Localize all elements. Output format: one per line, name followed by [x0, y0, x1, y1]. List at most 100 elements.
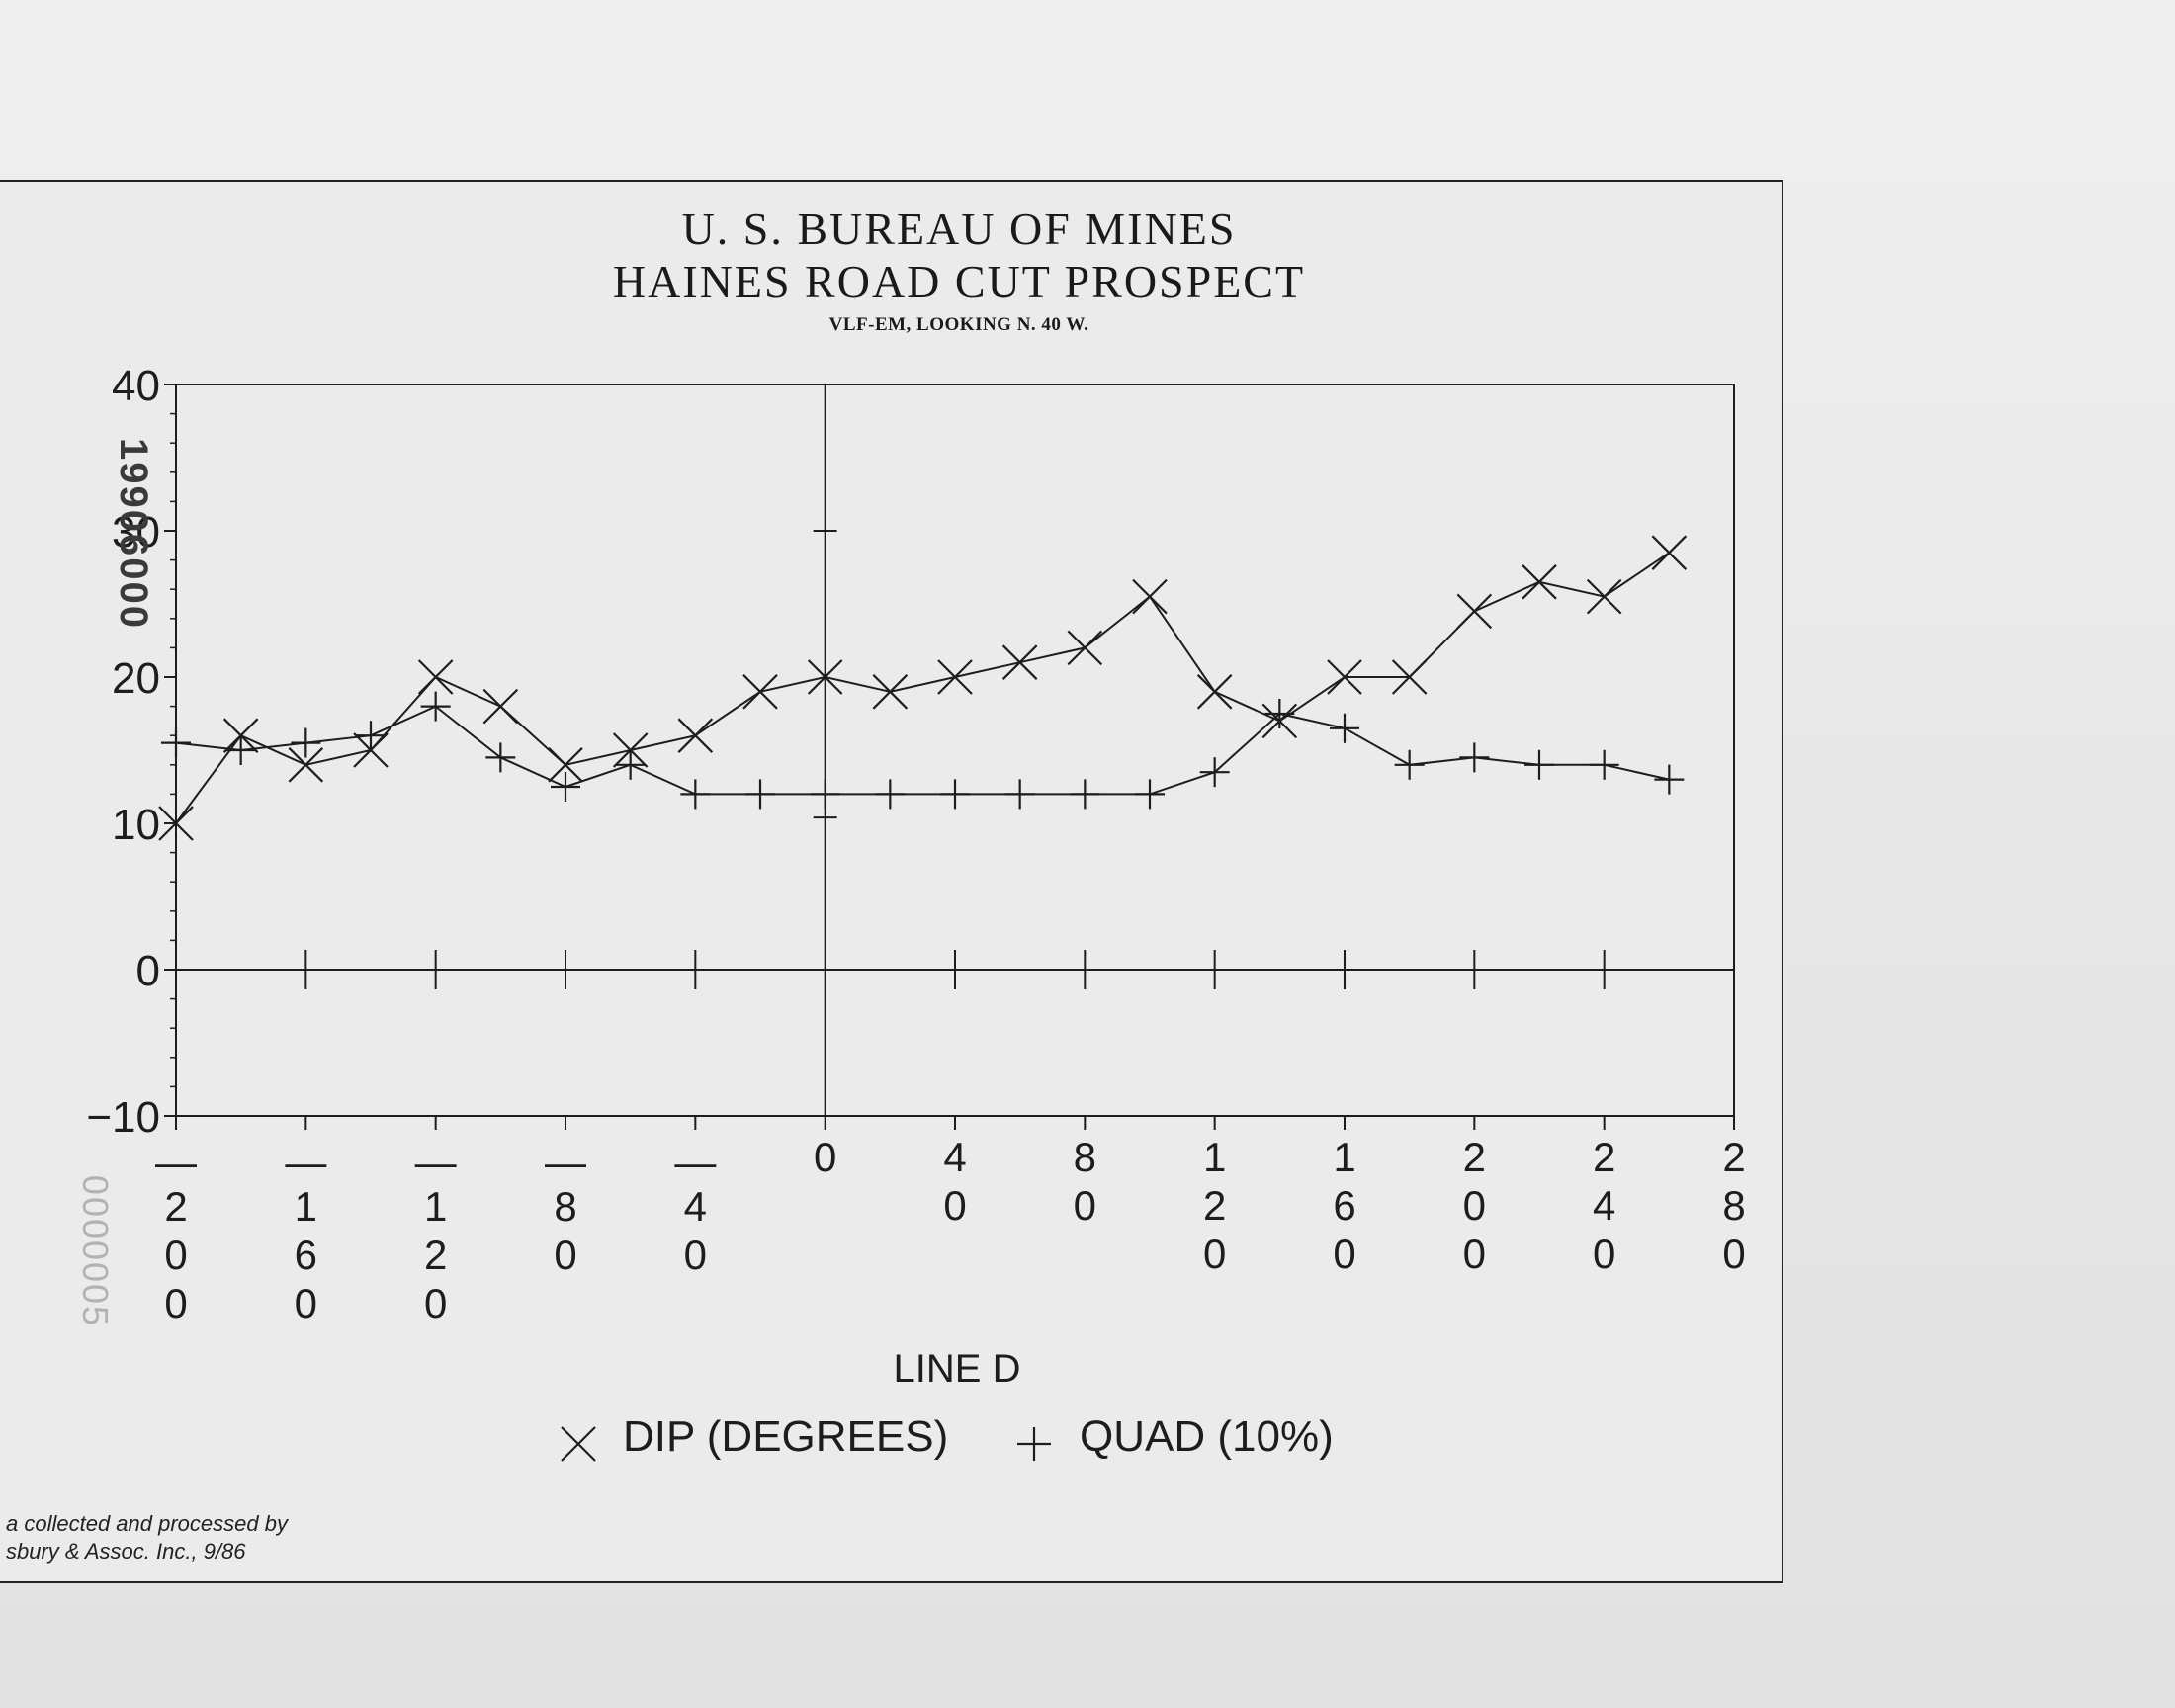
quad-point-marker [1459, 742, 1490, 773]
chart-legend: DIP (DEGREES) QUAD (10%) [561, 1412, 1334, 1462]
legend-dip-marker [561, 1426, 596, 1462]
chart-subtitle: VLF-EM, LOOKING N. 40 W. [828, 314, 1089, 335]
quad-point-marker [225, 735, 256, 765]
dip-point-marker [1196, 674, 1233, 710]
x-tick-label-char: 0 [1463, 1231, 1486, 1277]
dip-point-marker [548, 747, 583, 783]
quad-point-marker [1199, 757, 1230, 788]
x-axis-label: LINE D [894, 1347, 1021, 1391]
x-tick-label-char: 4 [1593, 1182, 1615, 1229]
dip-point-marker [742, 674, 778, 710]
x-tick-label-char: 0 [164, 1280, 187, 1326]
quad-point-marker [485, 742, 516, 773]
x-axis-ticks: —200—160—120—80—400 4080120160200240280LI… [155, 950, 1746, 1391]
credit-line-1: a collected and processed by [6, 1511, 288, 1536]
quad-point-marker [615, 749, 646, 780]
dip-point-marker [1067, 630, 1103, 666]
legend-quad-label: QUAD (10%) [1080, 1412, 1334, 1461]
legend-dip-label: DIP (DEGREES) [623, 1412, 948, 1461]
chart-title-line2: HAINES ROAD CUT PROSPECT [612, 256, 1306, 306]
x-tick-label-char: 0 [1463, 1182, 1486, 1229]
archive-stamp-top: 19906000 [112, 438, 155, 630]
quad-point-marker [291, 727, 321, 758]
quad-point-marker [1135, 779, 1165, 810]
y-tick-label: 0 [136, 947, 160, 995]
x-tick-label-char: 8 [1722, 1182, 1745, 1229]
x-tick-label-char: 0 [1074, 1182, 1096, 1229]
x-tick-label-char: 2 [1203, 1182, 1226, 1229]
data-credit: a collected and processed by sbury & Ass… [6, 1510, 288, 1566]
dip-point-marker [872, 674, 909, 710]
y-tick-label: 20 [112, 654, 160, 703]
x-tick-label-char: — [285, 1139, 326, 1185]
legend-quad-marker [1017, 1427, 1051, 1461]
x-tick-label-char: 2 [1463, 1134, 1486, 1180]
x-tick-label-char: 0 [1722, 1231, 1745, 1277]
quad-point-marker [1004, 779, 1035, 810]
series-layer [158, 535, 1688, 841]
x-tick-label-char: 4 [943, 1134, 966, 1180]
chart-axes [175, 384, 1735, 1117]
quad-series-line [175, 705, 1670, 796]
x-tick-label-char: 1 [1203, 1134, 1226, 1180]
dip-series-line [175, 552, 1670, 824]
quad-point-marker [356, 721, 386, 751]
quad-point-marker [1589, 749, 1619, 780]
dip-point-marker [1522, 564, 1557, 600]
x-tick-label-char: 1 [295, 1183, 317, 1230]
chart-frame [0, 180, 1784, 1583]
x-tick-label-char: 0 [424, 1280, 447, 1326]
archive-stamp-left: 0000005 [75, 1175, 116, 1327]
dip-point-marker [158, 806, 194, 841]
y-tick-label: −10 [86, 1093, 160, 1142]
y-tick-label: 10 [112, 801, 160, 849]
x-tick-label-char: — [545, 1139, 586, 1185]
x-tick-label-char: 2 [424, 1232, 447, 1278]
dip-point-marker [1001, 644, 1038, 680]
x-tick-label-char: 6 [1333, 1182, 1355, 1229]
quad-point-marker [1654, 764, 1685, 795]
dip-point-marker [1132, 578, 1168, 615]
quad-point-marker [745, 779, 775, 810]
x-tick-label-char: 4 [684, 1183, 707, 1230]
quad-point-marker [1524, 749, 1554, 780]
x-tick-label-char: — [155, 1139, 197, 1185]
x-tick-label-char: 0 [814, 1134, 836, 1180]
quad-point-marker [680, 779, 711, 810]
quad-point-marker [940, 779, 970, 810]
dip-point-marker [288, 747, 324, 783]
dip-point-marker [807, 659, 843, 695]
chart-title-line1: U. S. BUREAU OF MINES [681, 204, 1237, 254]
dip-point-marker [1456, 593, 1493, 630]
quad-point-marker [1330, 713, 1359, 743]
quad-point-marker [420, 691, 451, 722]
dip-point-marker [1391, 659, 1428, 695]
x-tick-label-char: 2 [1722, 1134, 1745, 1180]
x-tick-label-char: 1 [1333, 1134, 1355, 1180]
quad-point-marker [810, 779, 840, 810]
credit-line-2: sbury & Assoc. Inc., 9/86 [6, 1539, 246, 1564]
x-tick-label-char: — [674, 1139, 716, 1185]
quad-point-marker [551, 772, 580, 802]
x-tick-label-char: 0 [1203, 1231, 1226, 1277]
dip-point-marker [482, 688, 519, 725]
dip-point-marker [417, 659, 454, 695]
dip-point-marker [677, 718, 714, 753]
y-axis-ticks: −10 0 10 20 30 40 [86, 362, 176, 1142]
x-tick-label-char: 0 [943, 1182, 966, 1229]
quad-point-marker [875, 779, 906, 810]
y-tick-label: 30 [112, 508, 160, 556]
plot-border [175, 384, 1735, 1117]
dip-point-marker [1586, 578, 1622, 615]
x-tick-label-char: 0 [1333, 1231, 1355, 1277]
y-tick-label: 40 [112, 362, 160, 410]
x-tick-label-char: 0 [554, 1232, 576, 1278]
x-tick-label-char: 8 [1074, 1134, 1096, 1180]
dip-point-marker [937, 659, 973, 695]
x-tick-label-char: 6 [295, 1232, 317, 1278]
quad-point-marker [1070, 779, 1100, 810]
quad-point-marker [1394, 749, 1425, 780]
x-tick-label-char: 8 [554, 1183, 576, 1230]
dip-point-marker [1651, 535, 1688, 570]
